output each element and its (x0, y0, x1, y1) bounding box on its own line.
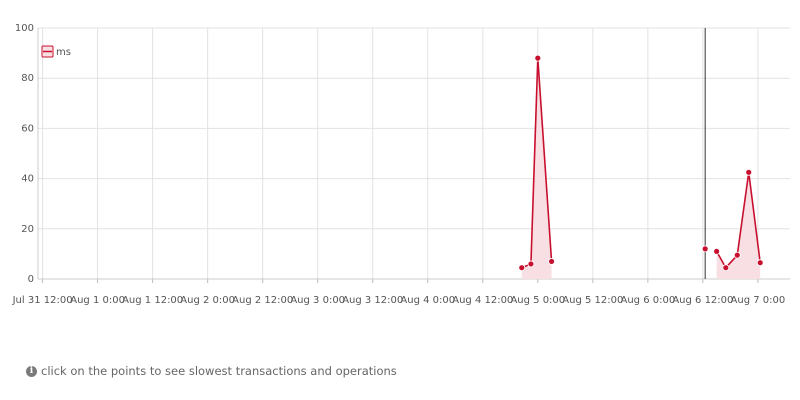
x-tick-label-7: Aug 4 0:00 (400, 295, 455, 306)
y-tick-label-60: 60 (21, 123, 34, 134)
y-tick-label-0: 0 (28, 274, 34, 285)
data-point-0-2-0 (713, 247, 721, 255)
data-point-0-0-2 (534, 54, 542, 62)
x-tick-label-0: Jul 31 12:00 (12, 295, 73, 306)
y-tick-label-100: 100 (15, 23, 34, 34)
x-tick-label-8: Aug 4 12:00 (452, 295, 513, 306)
x-tick-label-3: Aug 2 0:00 (180, 295, 235, 306)
x-tick-label-13: Aug 7 0:00 (731, 295, 786, 306)
data-point-0-1-0 (701, 245, 709, 253)
data-point-0-0-0 (518, 264, 526, 272)
series-area-0-0 (521, 58, 552, 280)
y-tick-label-20: 20 (21, 224, 34, 235)
data-point-0-2-2 (733, 251, 741, 259)
chart-legend: ms (41, 45, 71, 58)
x-tick-label-2: Aug 1 12:00 (122, 295, 183, 306)
data-point-0-2-1 (722, 264, 730, 272)
y-tick-label-80: 80 (21, 73, 34, 84)
chart-grid (38, 27, 790, 280)
series-line-0-0 (521, 57, 553, 269)
x-tick-label-12: Aug 6 12:00 (672, 295, 733, 306)
series-area-0-2 (716, 172, 761, 279)
y-tick-label-40: 40 (21, 174, 34, 185)
data-point-0-2-4 (756, 259, 764, 267)
data-point-0-2-3 (745, 168, 753, 176)
hint-text-row: i click on the points to see slowest tra… (26, 364, 397, 378)
x-tick-label-5: Aug 3 0:00 (290, 295, 345, 306)
legend-label-ms: ms (56, 47, 71, 58)
x-tick-label-6: Aug 3 12:00 (342, 295, 403, 306)
x-tick-label-11: Aug 6 0:00 (621, 295, 676, 306)
info-icon: i (26, 365, 37, 377)
x-tick-label-9: Aug 5 0:00 (510, 295, 565, 306)
x-tick-label-1: Aug 1 0:00 (70, 295, 125, 306)
x-tick-label-10: Aug 5 12:00 (562, 295, 623, 306)
data-point-0-0-1 (527, 260, 535, 268)
x-tick-label-4: Aug 2 12:00 (232, 295, 293, 306)
chart-series (518, 28, 764, 280)
hint-label: click on the points to see slowest trans… (41, 364, 397, 378)
data-point-0-0-3 (548, 258, 555, 265)
